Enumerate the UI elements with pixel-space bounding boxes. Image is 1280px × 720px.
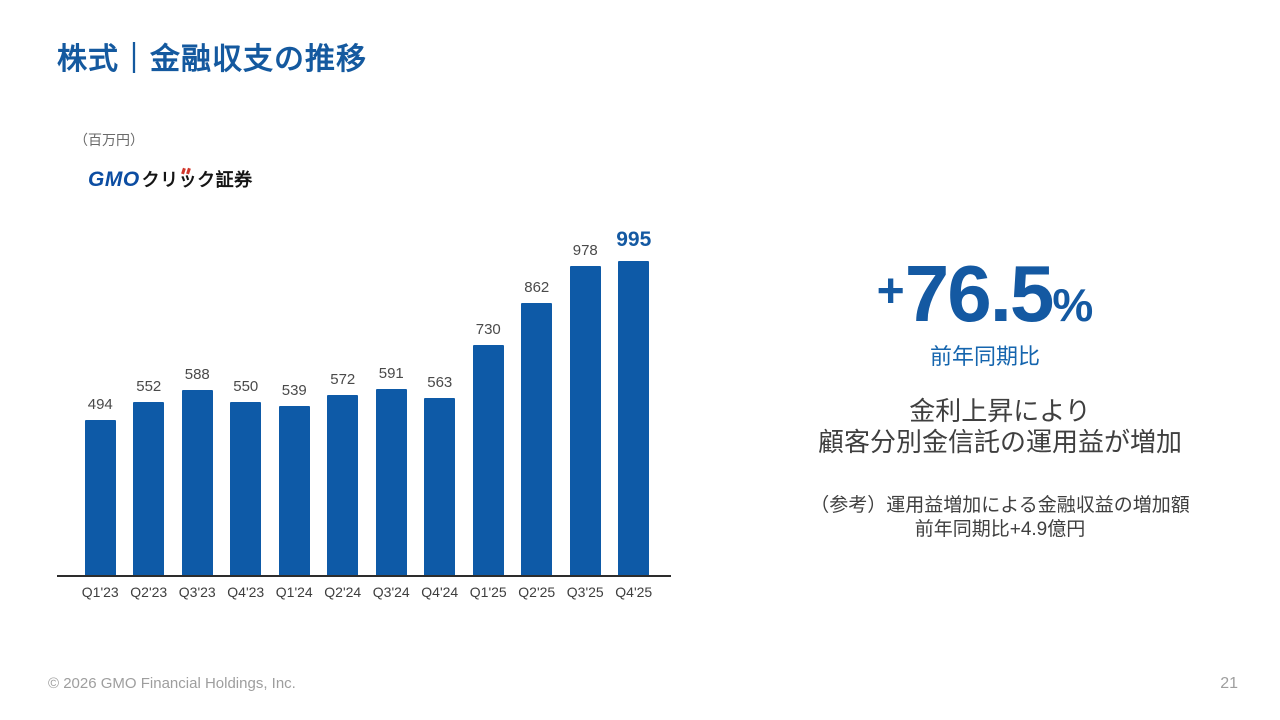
- growth-value: 76.5: [904, 249, 1055, 338]
- x-axis-label: Q1'24: [275, 584, 313, 600]
- x-axis-line: [57, 575, 671, 577]
- bar-column: 978: [561, 242, 610, 577]
- bar-value-label: 995: [616, 228, 652, 251]
- gmo-click-securities-logo: GMO クリック証券: [88, 166, 253, 192]
- footer-copyright: © 2026 GMO Financial Holdings, Inc.: [48, 675, 296, 692]
- key-message-line-2: 顧客分別金信託の運用益が増加: [817, 427, 1182, 457]
- bar: [521, 303, 553, 577]
- key-message: 金利上昇により 顧客分別金信託の運用益が増加: [785, 396, 1215, 458]
- bar: [424, 398, 456, 577]
- gmo-logo-text: GMO: [88, 168, 140, 191]
- bar: [133, 402, 165, 577]
- x-axis-labels: Q1'23 Q2'23 Q3'23 Q4'23 Q1'24 Q2'24 Q3'24 Q4'24…: [76, 584, 658, 600]
- bar-column: 563: [416, 374, 465, 577]
- bar: [618, 261, 650, 577]
- bar-value-label: 978: [572, 242, 598, 259]
- chart-unit-label: （百万円）: [74, 132, 144, 148]
- bar-value-label: 572: [330, 371, 356, 388]
- bar: [472, 345, 504, 577]
- bar-column: 550: [222, 378, 271, 577]
- bar-value-label: 862: [524, 279, 550, 296]
- reference-note-line-1: （参考）運用益増加による金融収益の増加額: [810, 495, 1190, 516]
- bar-value-label: 563: [427, 374, 453, 391]
- bar-value-label: 591: [378, 365, 404, 382]
- x-axis-label: Q2'23: [130, 584, 168, 600]
- bar-value-label: 550: [233, 378, 259, 395]
- x-axis-label: Q4'23: [227, 584, 265, 600]
- bar-value-label: 730: [475, 321, 501, 338]
- x-axis-label: Q1'25: [469, 584, 507, 600]
- bar: [84, 420, 116, 577]
- logo-text-tsu-red-accent: ッ: [179, 166, 198, 192]
- x-axis-label: Q1'23: [81, 584, 119, 600]
- bar: [569, 266, 601, 577]
- bar: [375, 389, 407, 577]
- bar: [327, 395, 359, 577]
- highlight-panel: +76.5% 前年同期比 金利上昇により 顧客分別金信託の運用益が増加 （参考）…: [775, 0, 1225, 720]
- bar-column: 995: [610, 228, 659, 577]
- logo-text-part1: クリ: [141, 170, 179, 190]
- x-axis-label: Q3'23: [178, 584, 216, 600]
- growth-plus-sign: +: [876, 265, 905, 318]
- bar-column: 572: [319, 371, 368, 577]
- x-axis-label: Q2'25: [518, 584, 556, 600]
- bar: [278, 406, 310, 577]
- bar-chart: 494 552 588 550 539 572 591 563 730 862 978 995: [76, 225, 658, 577]
- bar-value-label: 552: [136, 378, 162, 395]
- reference-note: （参考）運用益増加による金融収益の増加額 前年同期比+4.9億円: [785, 494, 1215, 542]
- bar-value-label: 539: [281, 382, 307, 399]
- bar-column: 591: [367, 365, 416, 577]
- bar-column: 539: [270, 382, 319, 577]
- x-axis-label: Q3'24: [372, 584, 410, 600]
- bar-value-label: 494: [87, 396, 113, 413]
- logo-text-part2: ク証券: [197, 170, 253, 190]
- bar-column: 494: [76, 396, 125, 577]
- bar-column: 862: [513, 279, 562, 577]
- x-axis-label: Q3'25: [566, 584, 604, 600]
- bar-column: 552: [125, 378, 174, 577]
- bar-column: 588: [173, 366, 222, 577]
- bar-value-label: 588: [184, 366, 210, 383]
- growth-rate: +76.5%: [775, 248, 1195, 340]
- x-axis-label: Q2'24: [324, 584, 362, 600]
- key-message-line-1: 金利上昇により: [909, 396, 1091, 426]
- reference-note-line-2: 前年同期比+4.9億円: [914, 519, 1086, 540]
- growth-percent-sign: %: [1052, 279, 1094, 331]
- x-axis-label: Q4'24: [421, 584, 459, 600]
- page-number: 21: [1220, 675, 1238, 692]
- bar-column: 730: [464, 321, 513, 577]
- page-title: 株式｜金融収支の推移: [57, 43, 367, 76]
- bar: [230, 402, 262, 577]
- growth-caption: 前年同期比: [929, 344, 1040, 369]
- x-axis-label: Q4'25: [615, 584, 653, 600]
- bar: [181, 390, 213, 577]
